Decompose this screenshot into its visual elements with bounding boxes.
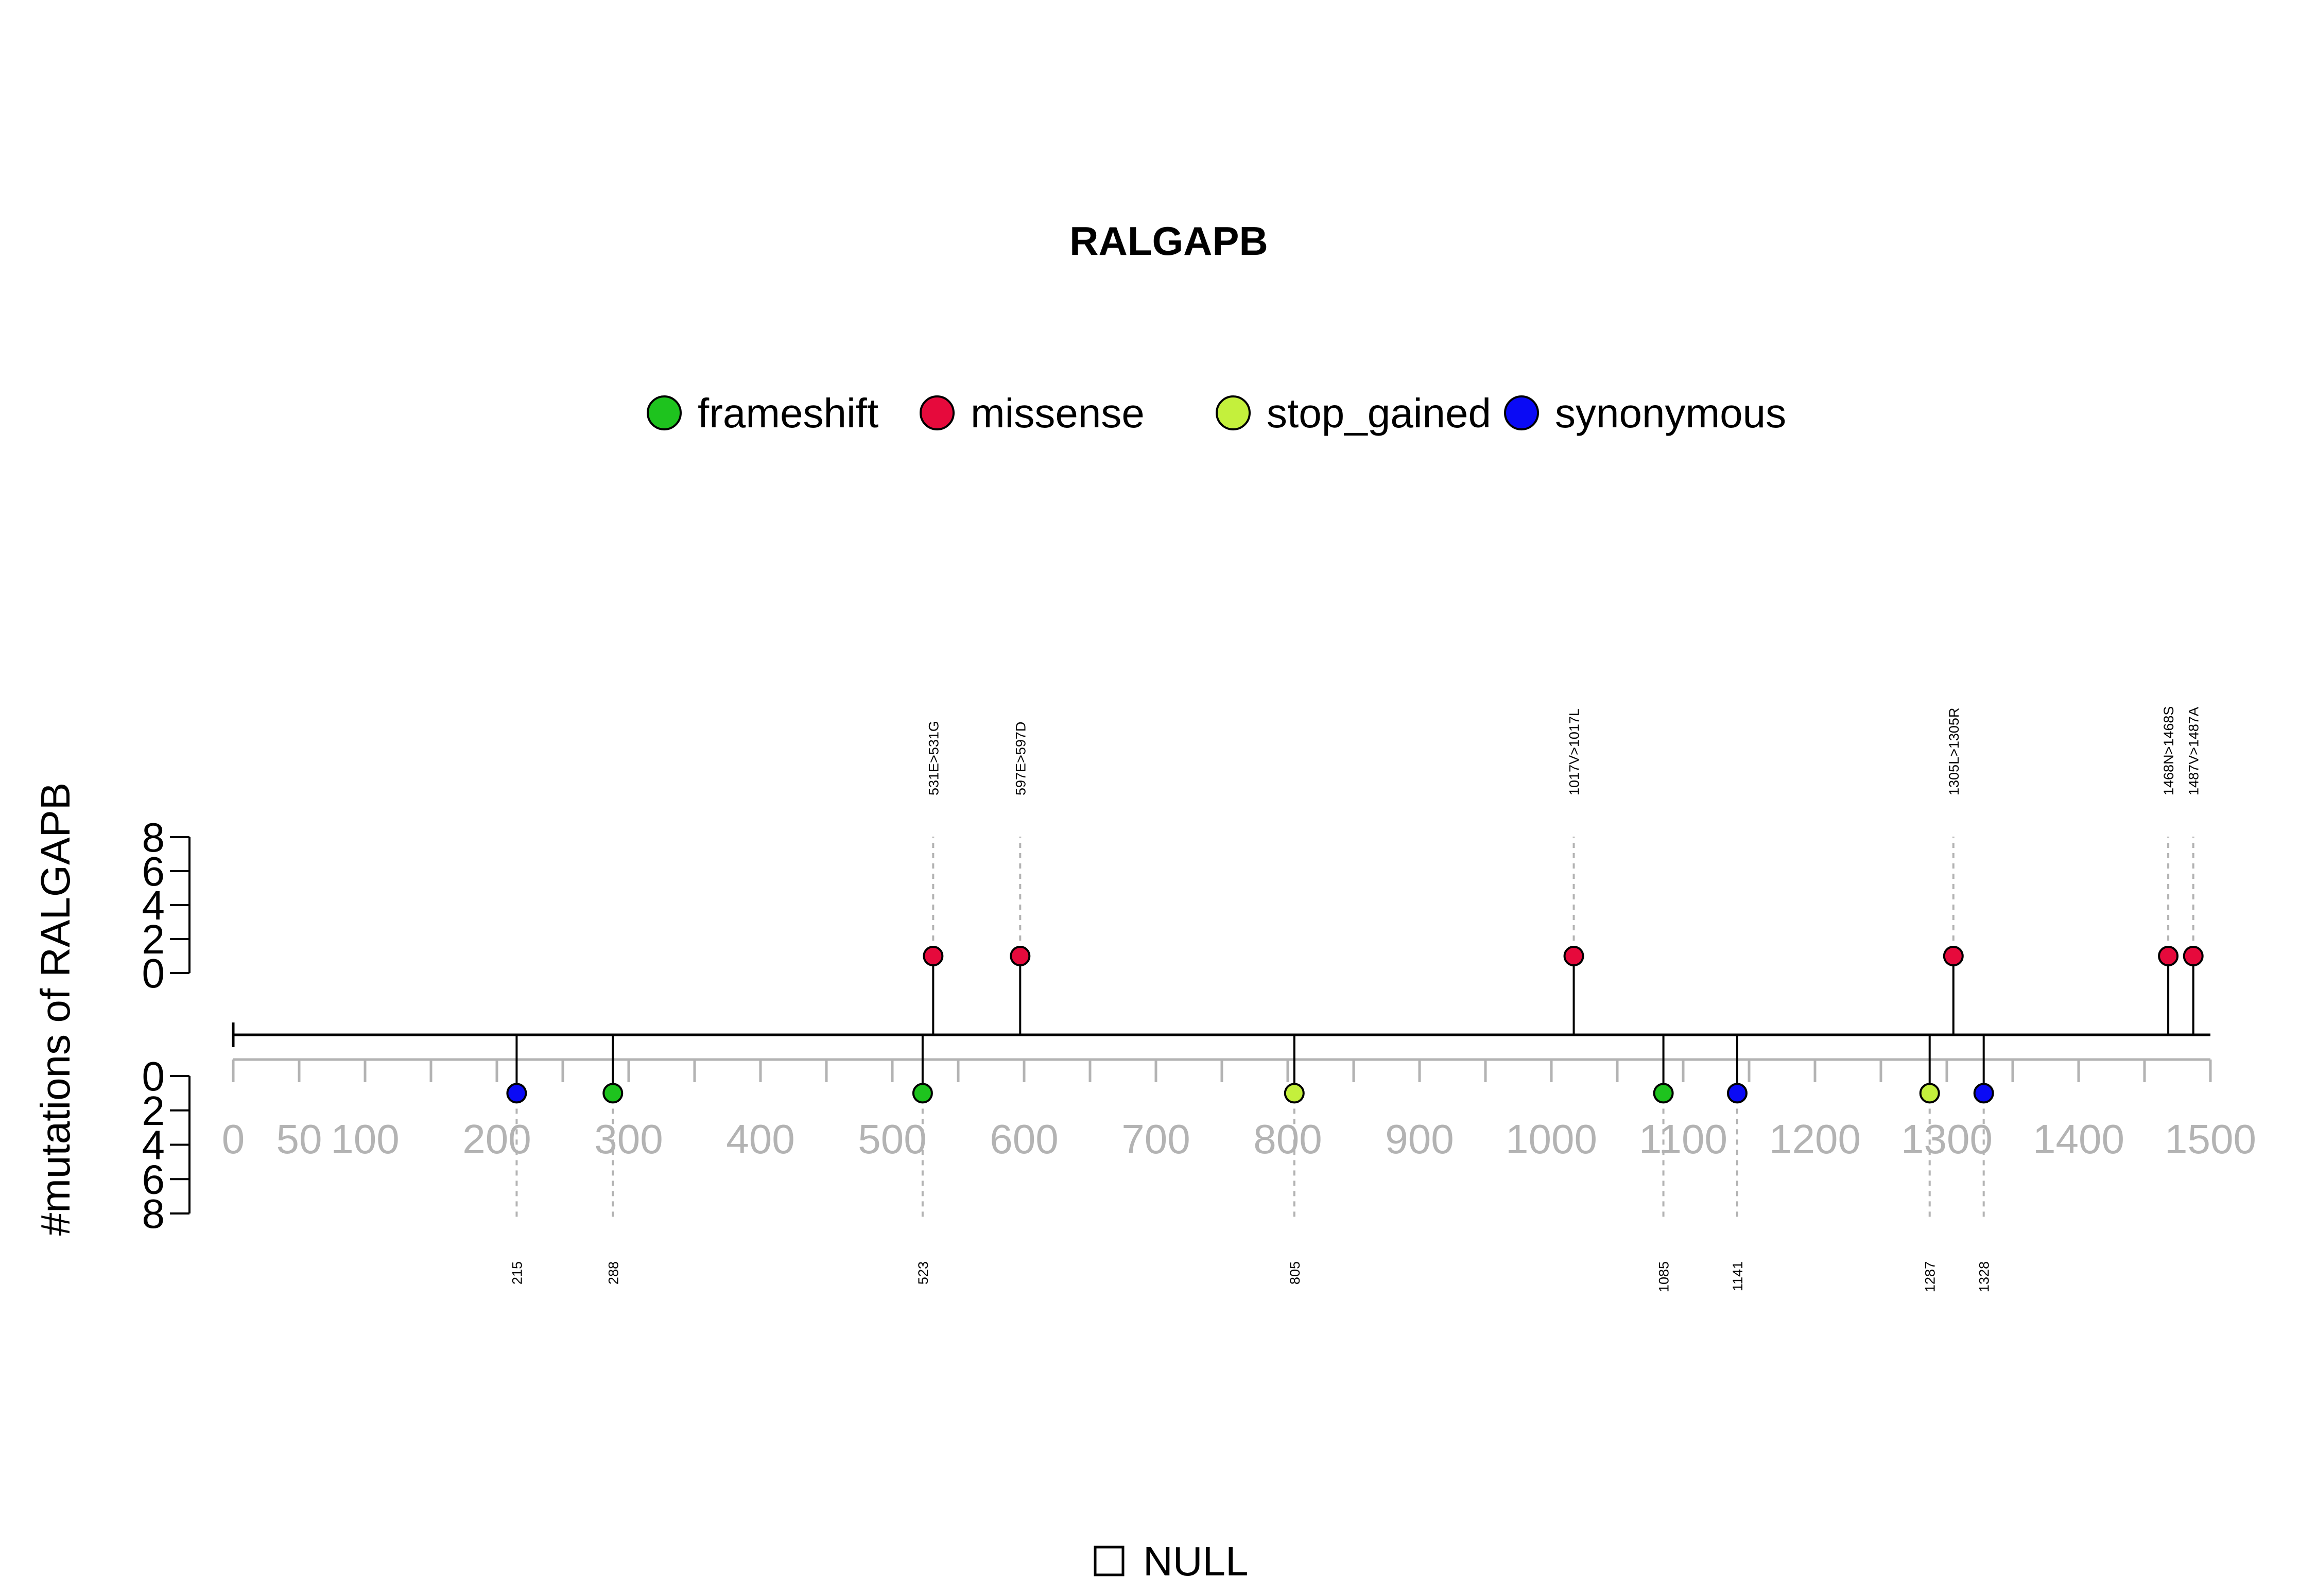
mutation-upper-597: 597E>597D	[1010, 722, 1031, 1035]
mutation-lower-1085: 1085	[1653, 1035, 1674, 1292]
domain-legend-swatch	[1094, 1546, 1125, 1576]
lollipops-lower: 215 288 523 805 1085 1141 1287 1328	[506, 1035, 1994, 1292]
mutation-label: 1017V>1017L	[1567, 708, 1582, 795]
legend-item-missense: missense	[920, 390, 1145, 436]
x-tick-label: 0	[222, 1116, 245, 1162]
mutation-lower-1328: 1328	[1973, 1035, 1994, 1292]
mutation-dot	[1653, 1083, 1674, 1104]
chart-title: RALGAPB	[1069, 218, 1268, 264]
mutation-label: 531E>531G	[926, 721, 941, 795]
mutation-label: 805	[1287, 1261, 1303, 1285]
y-tick-label: 8	[142, 1191, 165, 1237]
mutation-dot	[1919, 1083, 1940, 1104]
legend-item-frameshift: frameshift	[647, 390, 878, 436]
mutation-label: 215	[509, 1261, 525, 1285]
mutation-upper-531: 531E>531G	[923, 721, 944, 1035]
x-tick-label: 200	[462, 1116, 531, 1162]
protein-backbone	[232, 1022, 2210, 1047]
mutation-lower-523: 523	[912, 1035, 933, 1285]
y-tick-label: 6	[142, 1156, 165, 1202]
x-tick-label: 50	[276, 1116, 322, 1162]
mutation-lower-1287: 1287	[1919, 1035, 1940, 1292]
x-tick-label: 1300	[1901, 1116, 1993, 1162]
mutation-upper-1017: 1017V>1017L	[1563, 708, 1584, 1035]
mutation-dot	[912, 1083, 933, 1104]
x-tick-label: 800	[1253, 1116, 1322, 1162]
mutation-dot	[1973, 1083, 1994, 1104]
mutation-dot	[506, 1083, 527, 1104]
mutation-label: 288	[606, 1261, 621, 1285]
legend-swatch	[920, 395, 955, 430]
mutation-dot	[923, 946, 944, 966]
y-tick-label: 0	[142, 1053, 165, 1099]
mutation-label: 1141	[1730, 1261, 1745, 1291]
mutation-label: 1305L>1305R	[1946, 708, 1962, 795]
mutation-dot	[1726, 1083, 1748, 1104]
mutation-label: 523	[915, 1261, 931, 1285]
x-tick-label: 1500	[2165, 1116, 2256, 1162]
mutation-label: 1328	[1977, 1261, 1992, 1292]
y-tick-label: 8	[142, 814, 165, 860]
mutation-upper-1487: 1487V>1487A	[2183, 707, 2204, 1035]
mutation-lower-288: 288	[602, 1035, 624, 1285]
legend-swatch	[1216, 395, 1251, 430]
lollipops-upper: 531E>531G 597E>597D 1017V>1017L 1305L>1305R…	[923, 706, 2204, 1035]
y-axis-label: #mutations of RALGAPB	[32, 783, 78, 1236]
mutation-lower-1141: 1141	[1726, 1035, 1748, 1291]
x-tick-label: 1100	[1639, 1116, 1727, 1162]
x-tick-label: 1200	[1769, 1116, 1861, 1162]
mutation-label: 1287	[1923, 1261, 1938, 1292]
mutation-label: 1085	[1656, 1261, 1672, 1292]
legend-label: stop_gained	[1267, 390, 1491, 436]
x-axis: 0 50 100 200 300 400 500 600 700 800 900 1000 1100 12…	[222, 1058, 2256, 1162]
x-tick-label: 300	[594, 1116, 663, 1162]
y-tick-label: 2	[142, 1088, 165, 1134]
y-tick-label: 4	[142, 1122, 165, 1168]
x-tick-label: 100	[331, 1116, 399, 1162]
mutation-dot	[1010, 946, 1031, 966]
legend-label: synonymous	[1555, 390, 1786, 436]
mutation-label: 1487V>1487A	[2186, 707, 2202, 795]
legend-item-stop_gained: stop_gained	[1216, 390, 1491, 436]
x-tick-label: 900	[1385, 1116, 1454, 1162]
mutation-dot	[1284, 1083, 1305, 1104]
legend: frameshift missense stop_gained synonymous	[647, 390, 1786, 436]
x-tick-label: 500	[858, 1116, 926, 1162]
y-tick-label: 2	[142, 916, 165, 962]
y-tick-label: 4	[142, 882, 165, 928]
legend-swatch	[1504, 395, 1539, 430]
domain-legend-label: NULL	[1143, 1538, 1249, 1584]
x-tick-label: 1400	[2033, 1116, 2124, 1162]
mutation-lower-215: 215	[506, 1035, 527, 1285]
domain-legend: NULL	[1094, 1538, 1249, 1584]
legend-swatch	[647, 395, 682, 430]
legend-label: missense	[971, 390, 1145, 436]
y-tick-label: 0	[142, 950, 165, 996]
x-tick-label: 600	[990, 1116, 1058, 1162]
legend-item-synonymous: synonymous	[1504, 390, 1786, 436]
mutation-upper-1468: 1468N>1468S	[2158, 706, 2179, 1035]
mutation-dot	[2158, 946, 2179, 966]
x-tick-label: 700	[1121, 1116, 1190, 1162]
y-tick-label: 6	[142, 848, 165, 894]
legend-label: frameshift	[698, 390, 878, 436]
x-tick-label: 1000	[1506, 1116, 1597, 1162]
x-tick-label: 400	[726, 1116, 794, 1162]
mutation-label: 1468N>1468S	[2161, 706, 2176, 795]
mutation-lower-805: 805	[1284, 1035, 1305, 1285]
mutation-label: 597E>597D	[1013, 722, 1028, 795]
mutation-dot	[1563, 946, 1584, 966]
mutation-dot	[602, 1083, 624, 1104]
mutation-upper-1305: 1305L>1305R	[1943, 708, 1964, 1035]
mutation-dot	[1943, 946, 1964, 966]
mutation-dot	[2183, 946, 2204, 966]
